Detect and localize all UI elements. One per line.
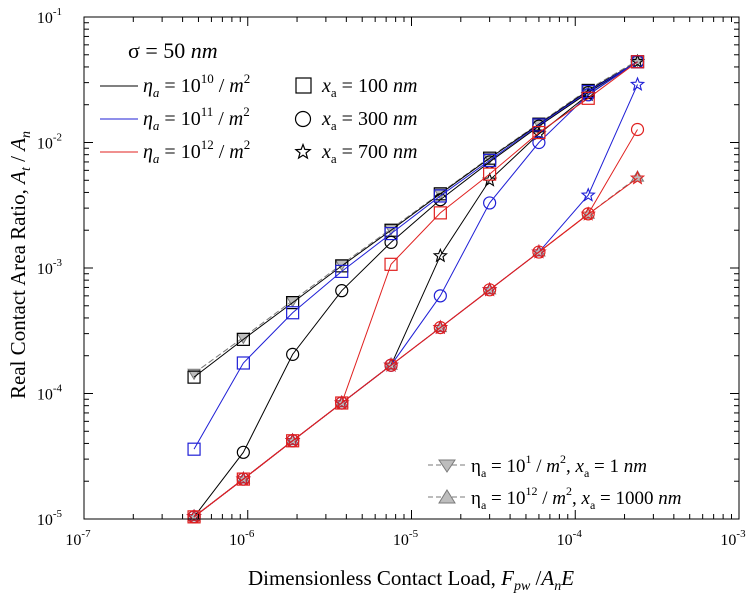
point-circle-1 [236, 445, 250, 459]
point-circle-9 [630, 122, 645, 137]
x-tick-label-4: 10-3 [720, 528, 746, 549]
svg-text:ηa = 1012 / m2: ηa = 1012 / m2 [143, 137, 250, 166]
series-line [193, 61, 638, 518]
point-star-3 [334, 394, 350, 410]
point-square-0 [187, 370, 201, 384]
point-star-2 [285, 432, 301, 448]
series-eta-10^12-xa-700nm [186, 170, 646, 524]
series-line [193, 61, 638, 378]
point-star-9 [629, 76, 646, 91]
point-star-5 [432, 247, 448, 263]
y-tick-label-4: 10-1 [37, 6, 62, 27]
x-tick-label-1: 10-6 [229, 528, 255, 549]
point-square-2 [286, 306, 300, 320]
legend-title: σ = 50 nm [128, 38, 218, 63]
point-square-4 [384, 257, 398, 271]
point-square-6 [483, 167, 497, 181]
x-label-prefix: Dimensionless Contact Load, [248, 566, 501, 590]
point-star-1 [235, 471, 251, 486]
y-tick-label-0: 10-5 [37, 508, 63, 529]
svg-text:ηa = 1011 / m2: ηa = 1011 / m2 [143, 104, 250, 133]
axes-layer: 10-7 10-6 10-5 10-4 10-3 10-5 10-4 10-3 10-2 10-1 [37, 6, 746, 549]
legend-eta-12: ηa = 1012 / m2 [100, 137, 250, 166]
point-star-7 [531, 244, 547, 259]
point-star-6 [482, 281, 498, 297]
svg-text:xa = 100 nm: xa = 100 nm [321, 75, 417, 100]
point-star-5 [432, 319, 448, 335]
svg-text:xa = 700 nm: xa = 700 nm [321, 141, 417, 166]
point-square-1 [236, 332, 250, 346]
point-circle-5 [433, 289, 447, 303]
x-tick-label-2: 10-5 [393, 528, 419, 549]
point-square-7 [532, 118, 546, 132]
point-square-8 [581, 91, 595, 105]
point-square-9 [630, 55, 645, 69]
point-circle-3 [335, 284, 349, 298]
point-square-4 [384, 226, 398, 241]
series-line [193, 61, 638, 518]
x-tick-label-0: 10-7 [65, 528, 91, 549]
point-square-3 [335, 264, 349, 278]
point-square-1 [236, 356, 250, 370]
point-square-5 [433, 189, 447, 203]
legend-limits: ηa = 101 / m2, xa = 1 nm ηa = 1012 / m2,… [428, 452, 681, 512]
point-square-8 [581, 84, 595, 99]
y-tick-label-2: 10-3 [37, 257, 63, 278]
legend-limit-upper-eta: ηa = 1012 / m2, xa = 1000 nm [428, 484, 681, 512]
series-line [193, 61, 638, 518]
point-square-7 [532, 125, 546, 140]
y-axis-label: Real Contact Area Ratio, At / An [6, 131, 34, 399]
legend-limit-lower-eta: ηa = 101 / m2, xa = 1 nm [428, 452, 647, 480]
svg-text:ηa = 1012 / m2, xa = 1000 nm: ηa = 1012 / m2, xa = 1000 nm [471, 484, 681, 512]
legend-main: σ = 50 nm ηa = 1010 / m2 ηa = 1011 / m2 … [100, 38, 417, 166]
point-circle-4 [384, 235, 398, 249]
legend-eta-10: ηa = 1010 / m2 [100, 71, 250, 100]
legend-xa-300: xa = 300 nm [294, 108, 417, 133]
y-tick-label-3: 10-2 [37, 132, 62, 153]
point-circle-2 [286, 347, 300, 361]
point-square-0 [187, 442, 201, 456]
legend-xa-700: xa = 700 nm [294, 141, 417, 166]
point-square-2 [286, 296, 300, 310]
svg-text:ηa = 101 / m2, xa = 1 nm: ηa = 101 / m2, xa = 1 nm [471, 452, 647, 480]
series-line [193, 61, 638, 450]
point-star-9 [629, 53, 646, 69]
point-star-8 [580, 206, 596, 221]
point-star-4 [383, 357, 399, 372]
x-axis-label: Dimensionless Contact Load, Fpw /AnE [248, 566, 574, 594]
point-square-5 [433, 206, 447, 220]
x-tick-label-3: 10-4 [557, 528, 583, 549]
legend-eta-11: ηa = 1011 / m2 [100, 104, 250, 133]
series-line [193, 60, 638, 374]
legend-xa-100: xa = 100 nm [295, 75, 417, 100]
point-star-8 [580, 187, 596, 202]
series-line [193, 177, 638, 518]
point-circle-6 [483, 196, 497, 210]
series-line [193, 61, 638, 518]
y-tick-label-1: 10-4 [37, 383, 63, 404]
point-square-6 [483, 153, 497, 168]
point-circle-7 [532, 135, 546, 150]
svg-text:ηa = 1010 / m2: ηa = 1010 / m2 [143, 71, 250, 100]
series-layer [186, 53, 646, 524]
point-star-9 [629, 170, 646, 185]
svg-text:xa = 300 nm: xa = 300 nm [321, 108, 417, 133]
